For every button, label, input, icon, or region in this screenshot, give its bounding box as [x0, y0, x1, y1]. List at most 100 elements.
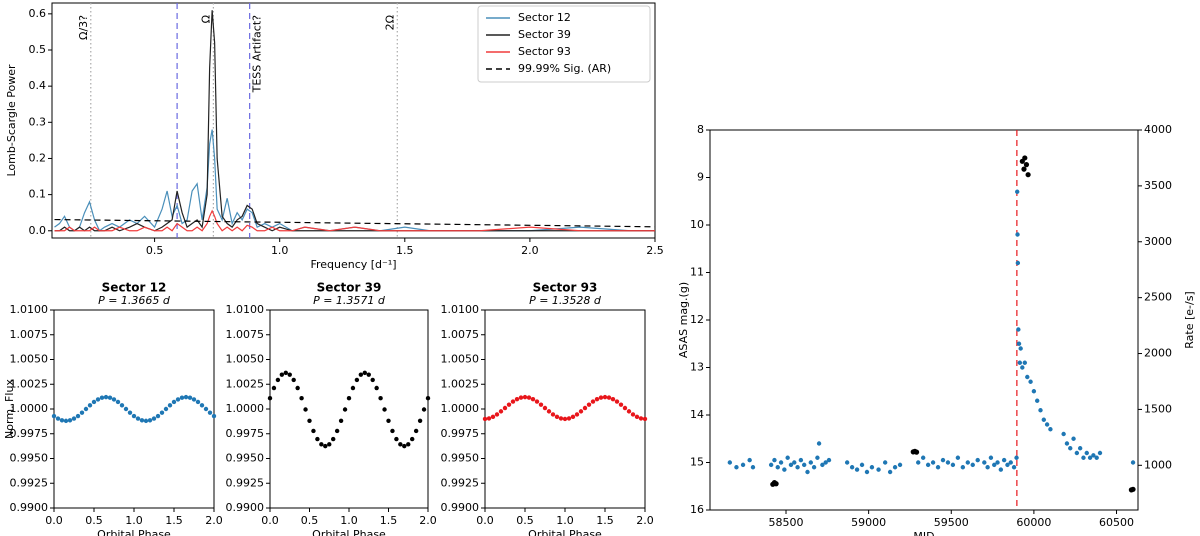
data-point: [945, 460, 951, 465]
data-point: [370, 377, 375, 383]
data-point: [51, 413, 57, 419]
data-point: [792, 460, 797, 465]
data-point: [930, 460, 936, 465]
data-point: [378, 396, 383, 401]
legend-label: Sector 12: [518, 11, 571, 24]
panel-subtitle: P = 1.3571 d: [313, 294, 386, 307]
data-point: [506, 402, 512, 407]
data-point: [542, 405, 548, 411]
y2-tick-label: 3000: [1144, 235, 1172, 248]
x-tick-label: 60000: [1016, 516, 1051, 529]
x-tick-label: 0.0: [476, 514, 494, 527]
data-point: [920, 455, 926, 460]
data-point: [143, 418, 149, 424]
data-point: [514, 396, 520, 402]
x-tick-label: 2.5: [646, 244, 664, 257]
y-tick-label: 0.0: [29, 224, 47, 237]
data-point: [354, 377, 360, 383]
data-point: [1025, 374, 1030, 380]
y-tick-label: 15: [690, 456, 704, 469]
data-point: [283, 370, 288, 376]
data-point: [626, 409, 632, 414]
data-point: [55, 416, 61, 421]
y-tick-label: 0.9925: [10, 476, 49, 489]
x-tick-label: 2.0: [521, 244, 539, 257]
y-tick-label: 1.0000: [226, 402, 265, 415]
data-point: [191, 397, 197, 402]
y-tick-label: 1.0025: [10, 377, 49, 390]
data-point: [71, 416, 77, 421]
x-tick-label: 1.5: [396, 244, 414, 257]
data-point: [538, 402, 544, 407]
x-tick-label: 2.0: [205, 514, 223, 527]
data-point: [390, 428, 395, 434]
x-tick-label: 1.0: [340, 514, 358, 527]
data-point: [1084, 450, 1089, 456]
data-point: [1022, 155, 1028, 161]
y-tick-label: 1.0000: [441, 402, 480, 415]
y2-tick-label: 1500: [1144, 402, 1172, 415]
axes-frame: [269, 309, 429, 509]
data-point: [502, 405, 508, 411]
y-tick-label: 0.2: [29, 151, 47, 164]
data-point: [1097, 450, 1103, 456]
data-point: [91, 399, 97, 405]
data-point: [155, 413, 161, 419]
data-point: [630, 412, 636, 417]
data-point: [287, 372, 292, 377]
y-tick-label: 0.9975: [226, 427, 265, 440]
data-point: [494, 412, 500, 417]
y-tick-label: 0.9900: [226, 501, 265, 514]
data-point: [1077, 446, 1083, 451]
y-tick-label: 0.9975: [10, 427, 49, 440]
y-tick-label: 0.9900: [441, 501, 480, 514]
data-point: [103, 394, 109, 400]
data-point: [788, 462, 794, 468]
data-point: [782, 467, 787, 472]
y-tick-label: 11: [690, 266, 704, 279]
data-point: [1020, 365, 1025, 370]
x-tick-label: 1.0: [271, 244, 289, 257]
data-point: [1016, 327, 1021, 332]
data-point: [402, 443, 407, 449]
y-tick-label: 13: [690, 361, 704, 374]
y-tick-label: 1.0075: [441, 328, 480, 341]
data-point: [1008, 460, 1013, 465]
data-point: [127, 410, 133, 415]
y-tick-label: 10: [690, 218, 704, 231]
data-point: [916, 460, 921, 465]
data-point: [323, 443, 328, 449]
series-line: [54, 129, 655, 232]
series-line: [54, 209, 655, 232]
reference-label: Ω/3?: [77, 15, 90, 40]
data-point: [578, 409, 584, 414]
data-point: [785, 455, 790, 460]
data-point: [331, 436, 336, 442]
data-point: [606, 395, 612, 400]
data-point: [925, 462, 931, 468]
legend-label: Sector 39: [518, 28, 571, 41]
data-point: [1025, 172, 1031, 178]
x-axis-label: Frequency [d⁻¹]: [310, 258, 396, 271]
data-point: [386, 418, 391, 423]
y2-tick-label: 2500: [1144, 291, 1172, 304]
x-tick-label: 0.5: [301, 514, 319, 527]
data-point: [610, 396, 616, 402]
data-point: [526, 395, 532, 400]
data-point: [87, 403, 93, 408]
data-point: [1005, 462, 1010, 468]
data-point: [374, 385, 379, 391]
data-point: [634, 414, 640, 420]
data-point: [876, 467, 881, 472]
data-point: [950, 462, 956, 468]
data-point: [820, 462, 825, 468]
axes-frame: [53, 309, 215, 509]
x-tick-label: 1.5: [165, 514, 183, 527]
data-point: [135, 416, 141, 421]
y-axis-label: ASAS mag.(g): [677, 282, 690, 358]
data-point: [614, 399, 620, 404]
data-point: [778, 460, 784, 465]
data-point: [199, 403, 205, 408]
y-tick-label: 12: [690, 313, 704, 326]
data-point: [350, 385, 356, 391]
